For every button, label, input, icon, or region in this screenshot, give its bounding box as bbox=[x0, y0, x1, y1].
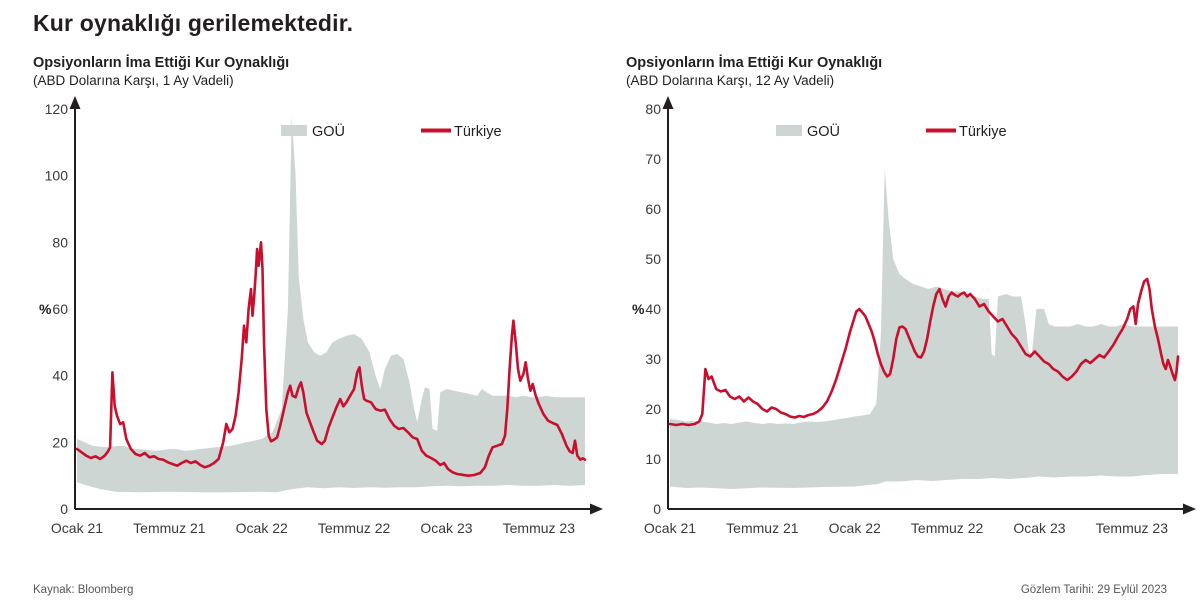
legend-turkiye-label: Türkiye bbox=[959, 124, 1007, 140]
plot-svg-12m: 0 10 20 30 %40 50 60 70 80 Ocak 21 Temmuz 21 Ocak 2… bbox=[632, 96, 1196, 536]
y-tick-label: 20 bbox=[645, 401, 661, 417]
x-tick-label: Temmuz 21 bbox=[133, 520, 206, 536]
plot-svg-1m: 0 20 40 %60 80 100 120 Ocak 21 Temmuz 21 Ocak 22 T… bbox=[39, 96, 603, 536]
x-tick-label: Temmuz 21 bbox=[726, 520, 799, 536]
x-tick-label: Temmuz 23 bbox=[503, 520, 576, 536]
x-tick-label: Ocak 23 bbox=[1013, 520, 1065, 536]
y-tick-label: 60 bbox=[645, 201, 661, 217]
y-axis-arrow-icon bbox=[69, 96, 81, 109]
x-tick-label: Temmuz 23 bbox=[1096, 520, 1169, 536]
y-tick-label: 100 bbox=[45, 168, 69, 184]
y-tick-label: 120 bbox=[45, 101, 69, 117]
percent-sign: % bbox=[632, 301, 645, 317]
y-tick-label: 30 bbox=[645, 351, 661, 367]
legend-gou-swatch bbox=[281, 125, 307, 136]
x-tick-label: Ocak 22 bbox=[829, 520, 881, 536]
x-tick-label: Ocak 23 bbox=[420, 520, 472, 536]
gou-band bbox=[77, 115, 585, 493]
legend-gou-swatch bbox=[776, 125, 802, 136]
y-tick-label: %60 bbox=[39, 301, 68, 317]
y-tick-label: 70 bbox=[645, 151, 661, 167]
y-tick-label: %40 bbox=[632, 301, 661, 317]
chart-left: Opsiyonların İma Ettiği Kur Oynaklığı (A… bbox=[33, 54, 616, 543]
legend-turkiye-label: Türkiye bbox=[454, 124, 502, 140]
charts-row: Opsiyonların İma Ettiği Kur Oynaklığı (A… bbox=[33, 54, 1200, 543]
chart-right: Opsiyonların İma Ettiği Kur Oynaklığı (A… bbox=[626, 54, 1200, 543]
percent-sign: % bbox=[39, 301, 52, 317]
turkiye-line bbox=[668, 277, 1180, 427]
legend-gou-label: GOÜ bbox=[312, 122, 345, 140]
x-axis-arrow-icon bbox=[590, 503, 603, 515]
y-tick-label: 40 bbox=[52, 368, 68, 384]
y-tick-label: 20 bbox=[52, 434, 68, 450]
y-tick-label: 50 bbox=[645, 251, 661, 267]
y-tick-label: 10 bbox=[645, 451, 661, 467]
y-tick-label: 80 bbox=[52, 234, 68, 250]
x-tick-label: Temmuz 22 bbox=[911, 520, 984, 536]
x-tick-label: Temmuz 22 bbox=[318, 520, 391, 536]
chart-title: Opsiyonların İma Ettiği Kur Oynaklığı bbox=[33, 55, 290, 71]
y-axis-arrow-icon bbox=[662, 96, 674, 109]
chart-subtitle: (ABD Dolarına Karşı, 12 Ay Vadeli) bbox=[626, 73, 835, 88]
observation-date-note: Gözlem Tarihi: 29 Eylül 2023 bbox=[1020, 584, 1167, 596]
turkiye-line bbox=[75, 241, 587, 478]
x-tick-label: Ocak 21 bbox=[51, 520, 103, 536]
y-tick-label: 0 bbox=[653, 501, 661, 517]
chart-title: Opsiyonların İma Ettiği Kur Oynaklığı bbox=[626, 55, 883, 71]
y-tick-label: 0 bbox=[60, 501, 68, 517]
footer: Kaynak: Bloomberg Gözlem Tarihi: 29 Eylü… bbox=[33, 584, 1167, 596]
gou-band bbox=[670, 169, 1178, 489]
source-note: Kaynak: Bloomberg bbox=[33, 584, 134, 596]
x-axis-arrow-icon bbox=[1183, 503, 1196, 515]
x-tick-label: Ocak 22 bbox=[236, 520, 288, 536]
page-title: Kur oynaklığı gerilemektedir. bbox=[33, 10, 354, 36]
x-tick-label: Ocak 21 bbox=[644, 520, 696, 536]
chart-subtitle: (ABD Dolarına Karşı, 1 Ay Vadeli) bbox=[33, 73, 234, 88]
legend-gou-label: GOÜ bbox=[807, 122, 840, 140]
y-tick-label: 80 bbox=[645, 101, 661, 117]
